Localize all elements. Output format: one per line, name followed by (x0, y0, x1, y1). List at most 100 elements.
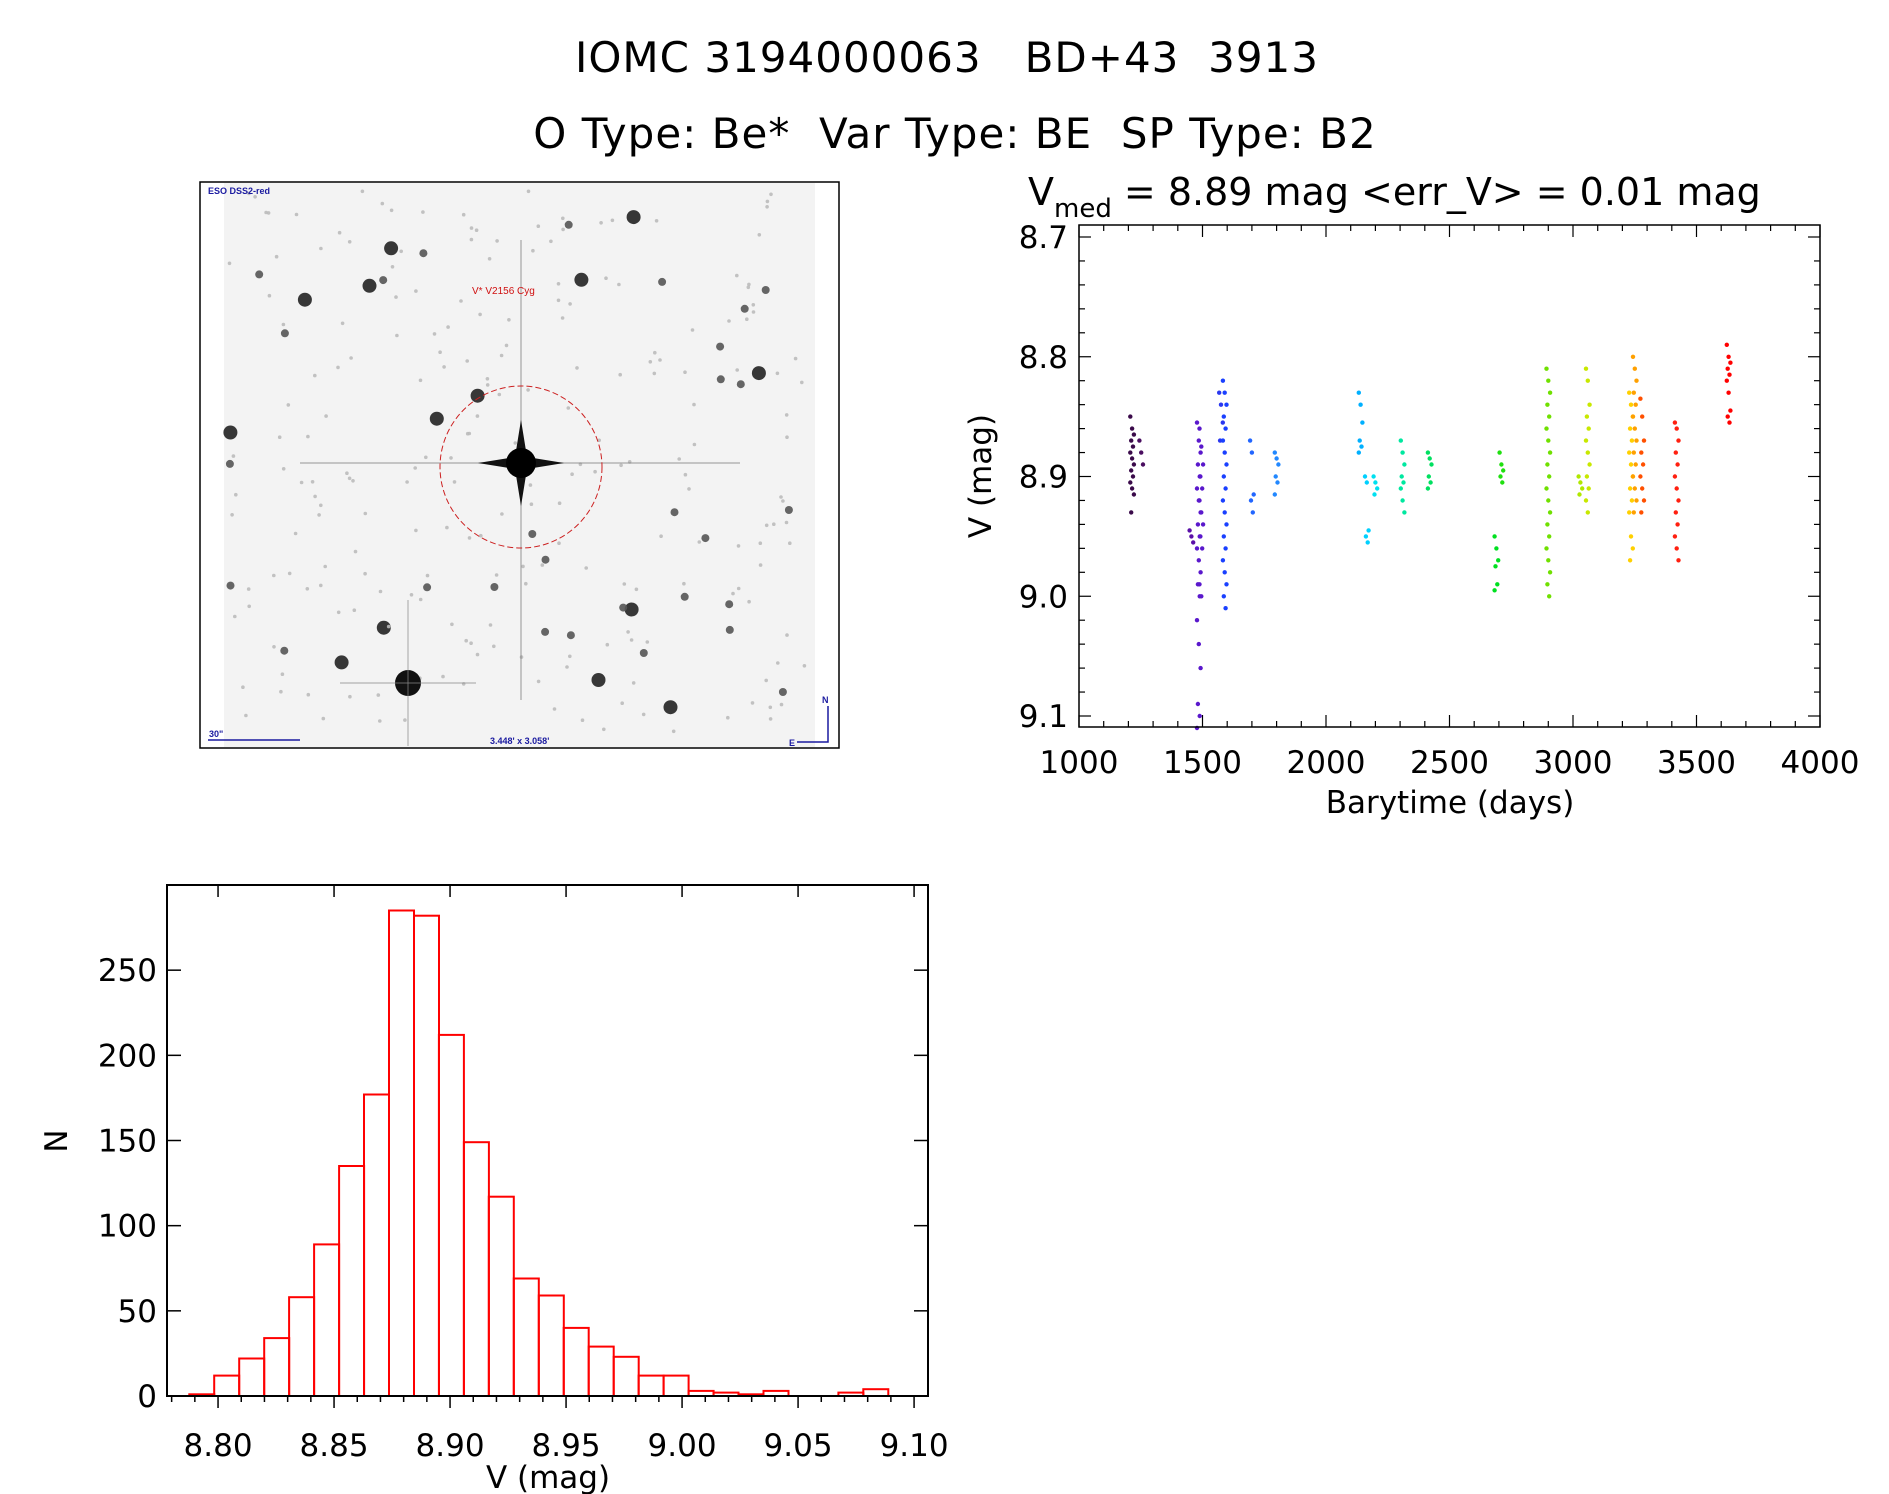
star (272, 645, 276, 649)
star (421, 210, 425, 214)
star (692, 442, 697, 447)
star (464, 638, 469, 643)
light-curve-chart: Vmed = 8.89 mag <err_V> = 0.01 mag 1000 1… (963, 170, 1859, 821)
star (634, 587, 639, 592)
lc-point (1587, 402, 1592, 407)
star (317, 513, 321, 517)
lc-point (1224, 582, 1229, 587)
lc-point (1220, 438, 1226, 443)
star (541, 627, 550, 636)
star (313, 373, 317, 378)
lc-point (1547, 510, 1553, 515)
lc-point (1248, 498, 1254, 503)
star (683, 472, 688, 477)
lc-point (1360, 420, 1365, 425)
histogram-bar (263, 1337, 291, 1397)
lc-point (1586, 426, 1591, 431)
star (394, 295, 398, 299)
lc-point (1198, 474, 1203, 479)
star (541, 555, 550, 564)
lc-point (1187, 528, 1192, 533)
lc-point (1217, 390, 1222, 395)
hist-xtick-label: 9.05 (764, 1428, 833, 1464)
lc-xtick-label: 2000 (1287, 745, 1366, 781)
star (485, 377, 490, 381)
star (450, 622, 454, 627)
lc-point (1425, 486, 1431, 491)
lc-point (1195, 701, 1201, 707)
star (641, 712, 646, 717)
lc-point (1273, 474, 1278, 479)
star (735, 273, 739, 278)
star (716, 375, 725, 384)
star (580, 718, 585, 722)
lc-point (1725, 366, 1730, 371)
hist-xtick-label: 8.80 (184, 1428, 253, 1464)
lc-point (1629, 438, 1635, 443)
star (313, 494, 317, 499)
star (602, 727, 606, 732)
lc-ytick-label: 8.7 (1019, 220, 1068, 256)
star (768, 717, 773, 721)
star (658, 277, 667, 286)
lc-point (1364, 480, 1370, 485)
star (584, 566, 588, 570)
star (631, 681, 636, 685)
lc-point (1129, 486, 1135, 491)
star (500, 512, 504, 516)
star (277, 435, 282, 440)
star (255, 270, 264, 279)
star (347, 240, 352, 244)
star (758, 563, 763, 567)
histogram-bar (288, 1296, 316, 1397)
lc-point (1224, 522, 1229, 527)
star (645, 640, 650, 644)
hist-xtick-label: 8.95 (532, 1428, 601, 1464)
star (351, 479, 355, 483)
star (788, 541, 792, 545)
lc-point (1495, 582, 1500, 587)
star (654, 219, 659, 223)
star (267, 293, 272, 298)
star (363, 511, 368, 516)
lc-point (1587, 462, 1592, 467)
lc-point (1641, 438, 1647, 443)
fov-label: 3.448' x 3.058' (490, 736, 549, 746)
star (561, 216, 565, 221)
lc-point (1129, 426, 1135, 431)
lc-point (1584, 474, 1590, 479)
lc-ytick-label: 8.8 (1019, 340, 1068, 376)
star (536, 679, 541, 684)
star (362, 278, 377, 293)
hist-xtick-label: 8.85 (300, 1428, 369, 1464)
star (488, 623, 493, 627)
lc-point (1674, 426, 1679, 431)
lc-point (1372, 492, 1377, 497)
lc-point (1429, 462, 1434, 467)
star (617, 282, 621, 287)
lc-point (1272, 450, 1278, 455)
star (746, 285, 751, 290)
lc-point (1546, 438, 1551, 443)
lc-point (1630, 354, 1636, 359)
lc-point (1194, 420, 1200, 425)
star (658, 358, 662, 362)
star (241, 685, 245, 689)
star (575, 366, 579, 370)
lc-point (1546, 558, 1551, 563)
star (793, 356, 798, 361)
lc-point (1222, 390, 1227, 395)
star (671, 729, 676, 734)
star (778, 688, 787, 696)
lc-point (1726, 354, 1731, 359)
lc-point (1198, 570, 1203, 575)
lc-point (1363, 534, 1369, 539)
lc-point (1634, 378, 1639, 383)
star (497, 392, 502, 397)
star (390, 265, 395, 269)
lc-point (1576, 474, 1581, 479)
star (536, 224, 541, 228)
star (403, 718, 407, 722)
lc-point (1544, 486, 1549, 491)
star (761, 286, 770, 294)
